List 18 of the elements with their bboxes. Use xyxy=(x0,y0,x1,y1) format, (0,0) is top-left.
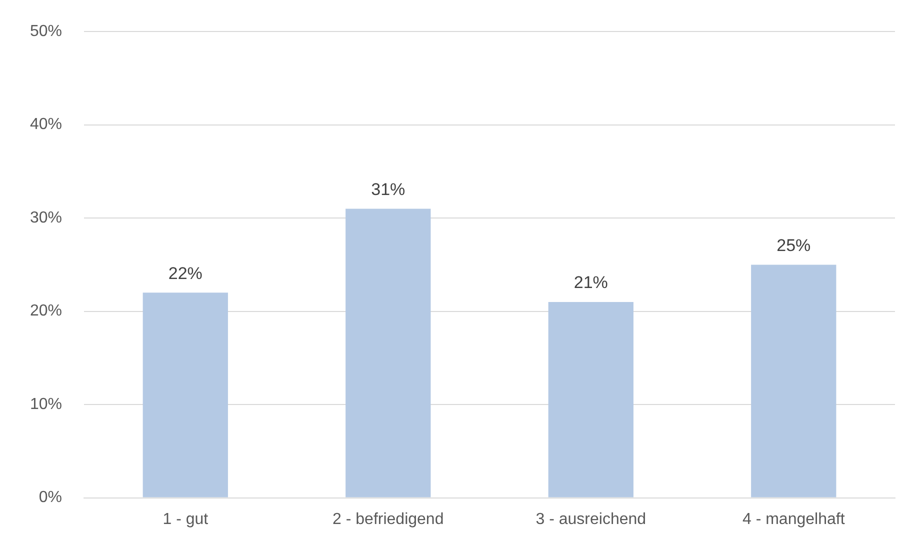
y-tick-label: 10% xyxy=(30,396,62,413)
x-tick-label: 3 - ausreichend xyxy=(536,510,646,528)
y-tick-label: 0% xyxy=(38,489,62,506)
data-label: 21% xyxy=(574,273,608,292)
data-label: 22% xyxy=(168,264,202,283)
bar xyxy=(346,208,431,498)
data-label: 31% xyxy=(371,180,406,199)
y-tick-label: 20% xyxy=(30,302,62,320)
x-tick-label: 4 - mangelhaft xyxy=(742,510,846,528)
data-label: 25% xyxy=(776,236,811,255)
y-tick-label: 50% xyxy=(30,23,62,40)
bar xyxy=(548,302,634,498)
y-tick-label: 30% xyxy=(30,209,62,226)
x-tick-label: 1 - gut xyxy=(162,510,209,528)
bar xyxy=(751,264,836,498)
x-tick-label: 2 - befriedigend xyxy=(332,510,444,528)
bar xyxy=(142,292,228,498)
y-tick-label: 40% xyxy=(30,116,62,134)
